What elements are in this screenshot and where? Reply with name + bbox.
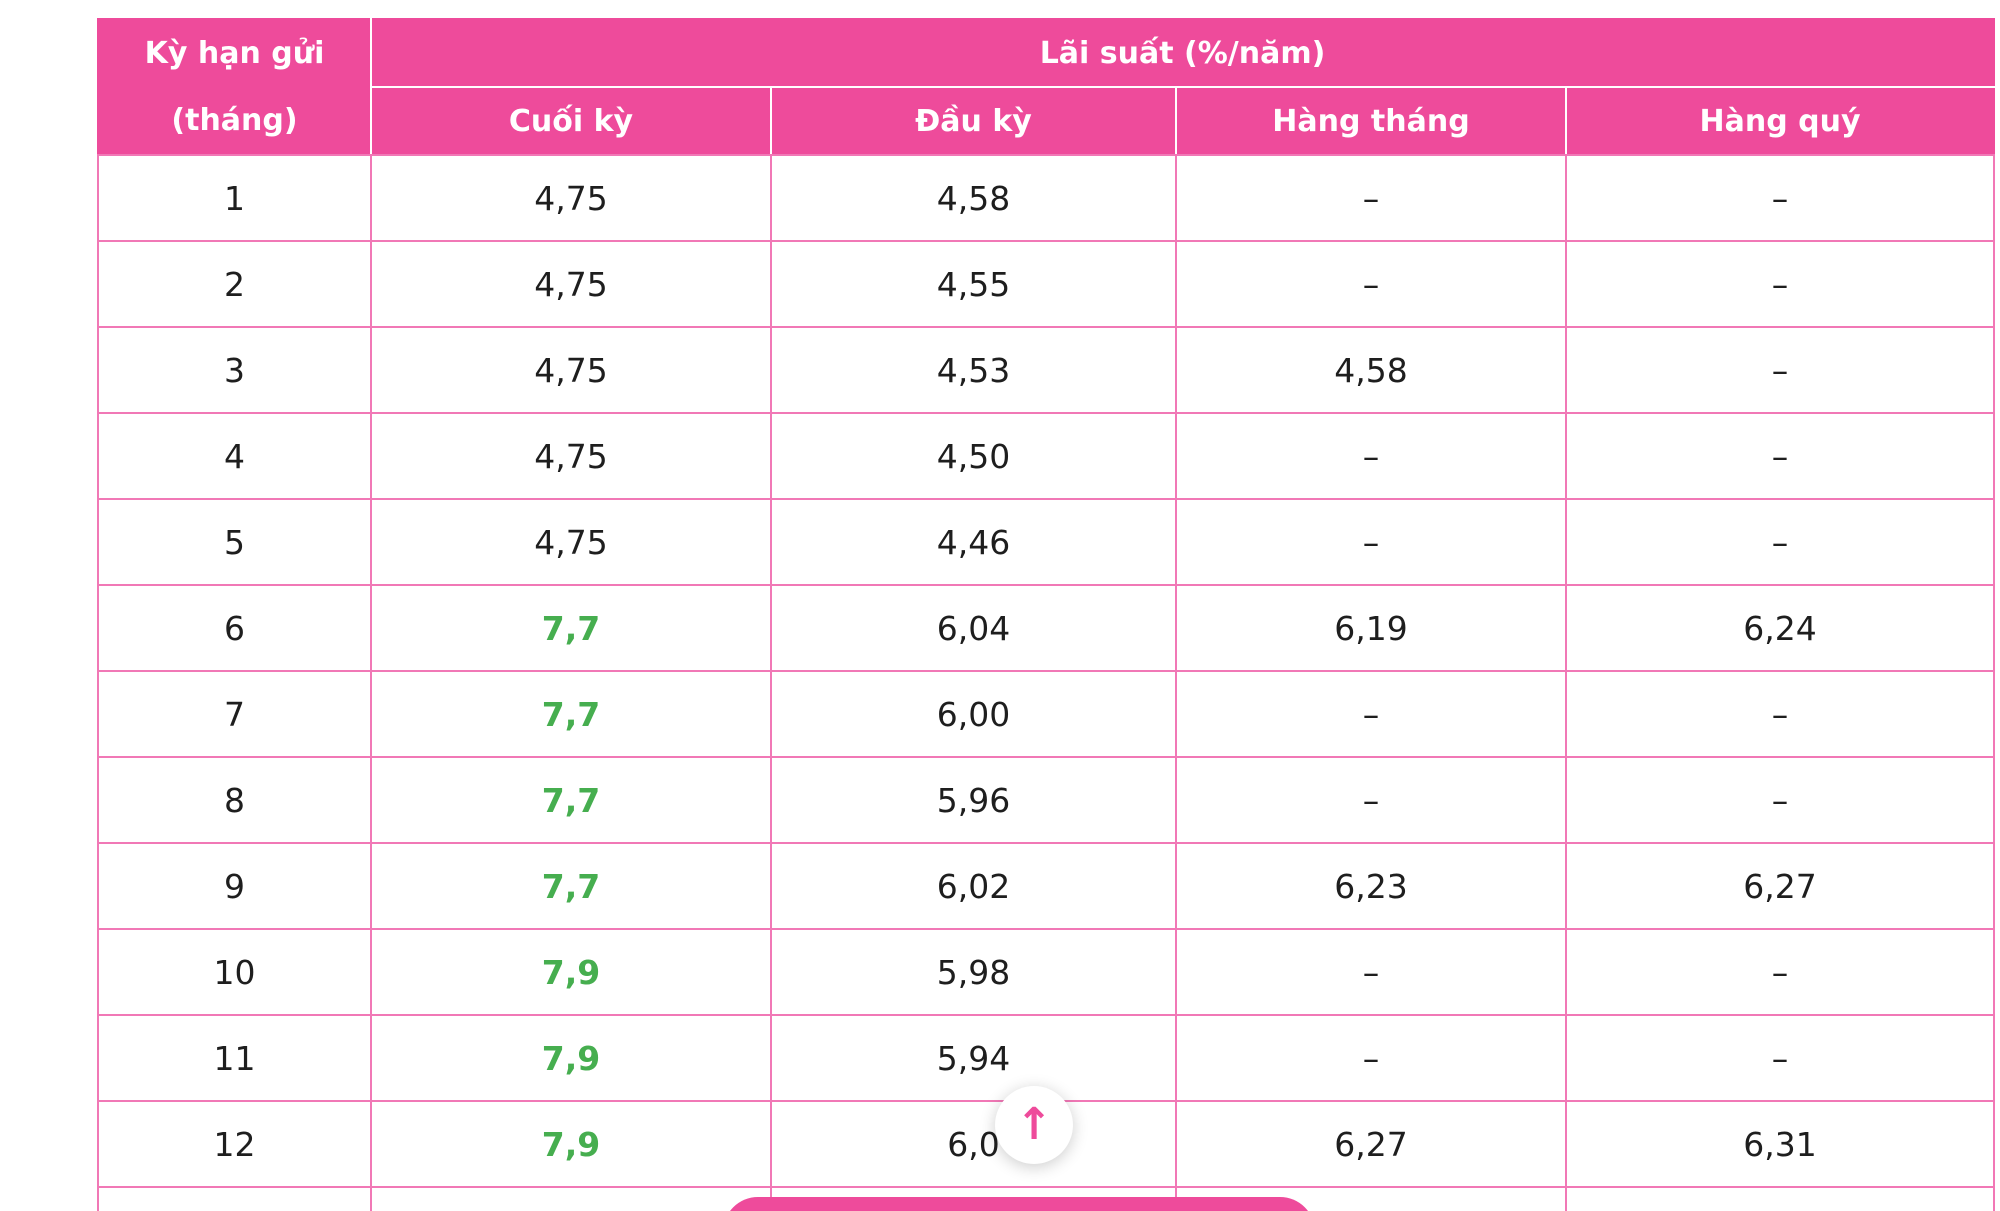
rate-cell: 4,53 [770, 326, 1177, 414]
rate-cell: – [1564, 1014, 1996, 1102]
rate-cell: – [1564, 412, 1996, 500]
rate-cell: 4,75 [370, 326, 772, 414]
rate-cell: – [1564, 326, 1996, 414]
rate-cell: 6,02 [770, 842, 1177, 930]
rate-cell [370, 1186, 772, 1211]
bottom-cta-button[interactable] [723, 1197, 1315, 1211]
rate-cell: 5,98 [770, 928, 1177, 1016]
rate-cell: 6,19 [1175, 584, 1567, 672]
table-row: 5 4,75 4,46– – [97, 498, 1996, 586]
rate-cell: – [1564, 756, 1996, 844]
term-cell: 2 [97, 240, 372, 328]
rate-cell: 4,75 [370, 240, 772, 328]
term-cell: 9 [97, 842, 372, 930]
table-row: 12 7,9 6,0 6,27 6,31 [97, 1100, 1996, 1188]
header-group-row: Kỳ hạn gửi (tháng) Lãi suất (%/năm) [97, 18, 1996, 156]
rate-cell: 7,7 [370, 584, 772, 672]
rate-cell: 6,23 [1175, 842, 1567, 930]
rate-cell: 4,58 [1175, 326, 1567, 414]
term-cell: 11 [97, 1014, 372, 1102]
rate-cell: – [1175, 1014, 1567, 1102]
rate-cell: 7,9 [370, 928, 772, 1016]
rate-cell: 6,31 [1564, 1100, 1996, 1188]
header-sub-row: Cuối kỳ Đầu kỳ Hàng tháng Hàng quý [98, 86, 1996, 156]
rate-cell: – [1564, 670, 1996, 758]
rate-cell: 4,75 [370, 498, 772, 586]
table-body: 1 4,75 4,58– –2 4,75 4,55– –3 4,75 4,53 4,58–4 4,7… [97, 154, 1996, 1211]
rate-cell: 7,9 [370, 1014, 772, 1102]
rate-cell: – [1175, 928, 1567, 1016]
rate-cell: 4,46 [770, 498, 1177, 586]
rate-cell: 6,0 [770, 1100, 1177, 1188]
rate-cell: 6,27 [1564, 842, 1996, 930]
rate-cell: 5,94 [770, 1014, 1177, 1102]
term-cell: 12 [97, 1100, 372, 1188]
table-row: 1 4,75 4,58– – [97, 154, 1996, 242]
term-cell: 7 [97, 670, 372, 758]
table-row: 11 7,9 5,94– – [97, 1014, 1996, 1102]
scroll-to-top-button[interactable]: ↑ [995, 1086, 1073, 1164]
rate-cell: – [1175, 756, 1567, 844]
term-cell: 3 [97, 326, 372, 414]
column-header-hang-quy: Hàng quý [1564, 86, 1996, 156]
rate-cell: 7,9 [370, 1100, 772, 1188]
term-cell: 6 [97, 584, 372, 672]
rate-cell: – [1175, 412, 1567, 500]
term-header-line1: Kỳ hạn gửi [144, 36, 325, 71]
rate-cell: 4,75 [370, 154, 772, 242]
table-row: 10 7,9 5,98– – [97, 928, 1996, 1016]
rate-cell: 6,27 [1175, 1100, 1567, 1188]
table-row: 2 4,75 4,55– – [97, 240, 1996, 328]
rate-cell: – [1564, 928, 1996, 1016]
rate-cell: – [1175, 240, 1567, 328]
rate-cell: 4,58 [770, 154, 1177, 242]
rate-cell: 5,96 [770, 756, 1177, 844]
table-row: 4 4,75 4,50– – [97, 412, 1996, 500]
rate-group-header: Lãi suất (%/năm) [369, 18, 1996, 88]
rate-cell: – [1564, 154, 1996, 242]
table-row: 3 4,75 4,53 4,58– [97, 326, 1996, 414]
column-header-dau-ky: Đầu kỳ [770, 86, 1177, 156]
rate-cell: 7,7 [370, 670, 772, 758]
rate-cell: – [1175, 498, 1567, 586]
table-row: 6 7,7 6,04 6,19 6,24 [97, 584, 1996, 672]
rate-cell: 4,75 [370, 412, 772, 500]
rate-cell: – [1175, 154, 1567, 242]
rate-cell: – [1564, 240, 1996, 328]
interest-rate-table: Kỳ hạn gửi (tháng) Lãi suất (%/năm) Cuối… [97, 18, 1996, 1211]
rate-cell: 6,00 [770, 670, 1177, 758]
rate-cell: – [1564, 498, 1996, 586]
rate-cell: 4,50 [770, 412, 1177, 500]
table-row: 7 7,7 6,00– – [97, 670, 1996, 758]
term-header-line2: (tháng) [171, 103, 298, 138]
rate-cell: 7,7 [370, 756, 772, 844]
rate-cell: 4,55 [770, 240, 1177, 328]
term-cell: 10 [97, 928, 372, 1016]
term-cell: 1 [97, 154, 372, 242]
rate-cell: 7,7 [370, 842, 772, 930]
column-header-hang-thang: Hàng tháng [1175, 86, 1567, 156]
column-header-cuoi-ky: Cuối kỳ [370, 86, 772, 156]
term-column-header: Kỳ hạn gửi (tháng) [97, 18, 372, 156]
table-row: 9 7,7 6,02 6,23 6,27 [97, 842, 1996, 930]
term-cell: 8 [97, 756, 372, 844]
term-cell: 5 [97, 498, 372, 586]
rate-cell [1564, 1186, 1996, 1211]
rate-cell: – [1175, 670, 1567, 758]
rate-cell: 6,24 [1564, 584, 1996, 672]
term-cell: 4 [97, 412, 372, 500]
table-row: 8 7,7 5,96– – [97, 756, 1996, 844]
rate-cell: 6,04 [770, 584, 1177, 672]
up-arrow-icon: ↑ [1015, 1099, 1053, 1150]
term-cell [97, 1186, 372, 1211]
